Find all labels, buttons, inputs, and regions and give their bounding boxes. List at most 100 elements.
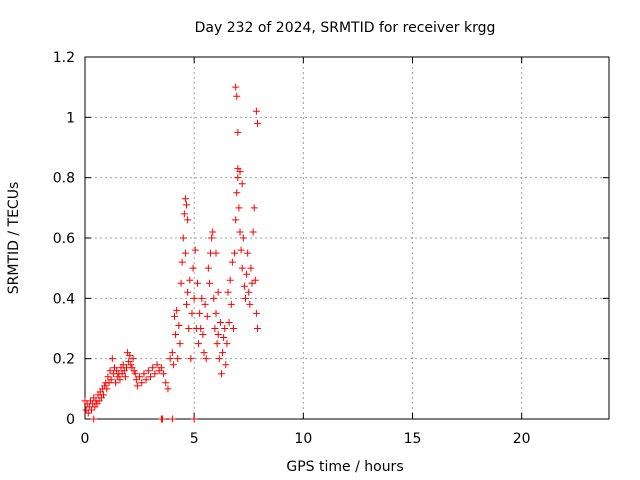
data-point: [213, 340, 221, 348]
data-point: [171, 312, 179, 320]
data-point: [103, 385, 111, 393]
data-point: [153, 361, 161, 369]
data-point: [107, 376, 115, 384]
data-point: [191, 246, 199, 254]
data-point: [176, 340, 184, 348]
data-point: [116, 376, 124, 384]
data-point: [186, 276, 194, 284]
x-tick-label: 20: [513, 431, 531, 447]
data-point: [177, 279, 185, 287]
y-tick-label: 0.6: [53, 231, 75, 247]
data-point: [252, 309, 260, 317]
data-point: [238, 264, 246, 272]
data-point: [142, 376, 150, 384]
y-tick-label: 0: [66, 412, 75, 428]
data-point: [130, 367, 138, 375]
data-point: [138, 379, 146, 387]
data-point: [147, 373, 154, 381]
data-point: [227, 300, 235, 308]
data-point: [239, 234, 247, 242]
data-point: [243, 270, 251, 278]
data-point: [201, 300, 209, 308]
data-point: [193, 279, 201, 287]
data-point: [133, 382, 141, 390]
data-point: [212, 309, 220, 317]
data-point: [253, 325, 261, 332]
y-axis-label: SRMTID / TECUs: [6, 182, 22, 295]
data-point: [140, 370, 148, 378]
data-point: [188, 309, 196, 317]
data-point: [90, 415, 98, 423]
data-point: [228, 258, 236, 266]
data-point: [199, 331, 207, 339]
data-point: [233, 189, 241, 197]
data-point: [226, 276, 234, 284]
y-tick-label: 0.8: [53, 171, 75, 187]
point-layer: [81, 83, 261, 423]
data-point: [190, 415, 198, 423]
data-point: [217, 370, 225, 378]
data-point: [164, 385, 172, 393]
data-point: [166, 355, 174, 363]
data-point: [144, 367, 152, 375]
data-point: [169, 361, 177, 369]
data-point: [240, 282, 248, 290]
data-point: [209, 228, 217, 236]
data-point: [160, 370, 168, 378]
data-point: [168, 415, 176, 423]
data-point: [220, 334, 228, 342]
data-point: [236, 228, 244, 236]
data-point: [231, 249, 239, 257]
data-point: [238, 180, 246, 188]
data-point: [149, 364, 157, 372]
data-point: [180, 210, 188, 218]
plot-frame: [84, 56, 610, 420]
x-tick-label: 5: [190, 431, 199, 447]
data-point: [203, 312, 211, 320]
data-point: [250, 204, 258, 212]
data-point: [215, 355, 223, 363]
data-point: [178, 258, 186, 266]
data-point: [187, 355, 195, 363]
data-point: [200, 349, 208, 357]
tick-layer: 0 0.2 0.4 0.6 0.8 1 1.2 0 5 10 15 20: [53, 50, 609, 447]
data-point: [223, 340, 231, 348]
data-point: [216, 318, 224, 326]
data-point: [221, 325, 229, 332]
data-point: [190, 294, 198, 302]
data-point: [222, 361, 230, 369]
data-point: [208, 234, 216, 242]
y-tick-label: 0.4: [53, 291, 75, 307]
y-tick-label: 0.2: [53, 352, 75, 368]
x-tick-label: 0: [81, 431, 90, 447]
data-point: [175, 321, 183, 329]
data-point: [245, 288, 253, 296]
data-point: [183, 300, 191, 308]
data-point: [236, 168, 244, 176]
data-point: [132, 376, 140, 384]
data-point: [247, 264, 255, 272]
data-point: [235, 204, 243, 212]
data-point: [119, 361, 127, 369]
x-axis-label: GPS time / hours: [286, 459, 403, 475]
data-point: [214, 331, 222, 339]
data-point: [129, 355, 137, 363]
data-point: [104, 373, 112, 381]
data-point: [212, 249, 220, 257]
data-point: [219, 349, 227, 357]
data-point: [198, 294, 206, 302]
data-point: [210, 294, 218, 302]
data-point: [248, 279, 256, 287]
data-point: [211, 325, 219, 332]
data-point: [173, 306, 181, 314]
data-point: [127, 361, 135, 369]
data-point: [126, 352, 134, 360]
data-point: [106, 367, 114, 375]
data-point: [183, 201, 191, 209]
data-point: [253, 119, 261, 127]
data-point: [131, 370, 139, 378]
data-point: [229, 325, 237, 332]
data-point: [249, 228, 257, 236]
data-point: [205, 279, 213, 287]
data-point: [237, 246, 245, 254]
